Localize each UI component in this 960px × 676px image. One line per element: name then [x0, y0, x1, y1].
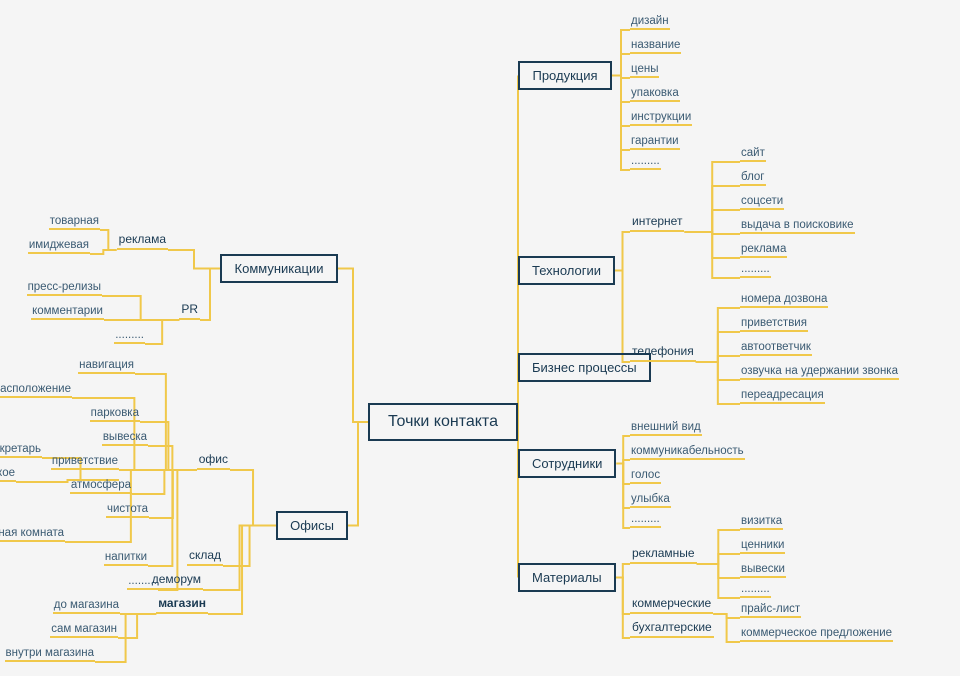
- leaf: вывеска: [102, 431, 148, 446]
- sub-pr: PR: [179, 302, 200, 320]
- leaf: визитка: [740, 515, 783, 530]
- leaf: голос: [630, 469, 661, 484]
- leaf: внутри магазина: [5, 647, 95, 662]
- leaf: до магазина: [53, 599, 120, 614]
- branch-prod: Продукция: [518, 61, 612, 90]
- leaf: коммерческое предложение: [740, 627, 893, 642]
- leaf: месторасположение: [0, 383, 72, 398]
- leaf: комментарии: [31, 305, 104, 320]
- mindmap-stage: Точки контакта Коммуникации Офисы Продукция…: [0, 0, 960, 676]
- leaf: коммуникабельность: [630, 445, 745, 460]
- leaf: сам магазин: [50, 623, 118, 638]
- leaf: .........: [127, 575, 158, 590]
- sub-shop: магазин: [156, 596, 208, 614]
- branch-mat: Материалы: [518, 563, 616, 592]
- leaf: приветствие: [51, 455, 119, 470]
- sub-office: офис: [197, 452, 230, 470]
- sub-tel: телефония: [630, 344, 696, 362]
- leaf: автоответчик: [740, 341, 812, 356]
- leaf: атмосфера: [70, 479, 132, 494]
- leaf: ценники: [740, 539, 785, 554]
- branch-tech: Технологии: [518, 256, 615, 285]
- leaf: нечеловеческое: [0, 467, 16, 482]
- branch-comm: Коммуникации: [220, 254, 338, 283]
- branch-off: Офисы: [276, 511, 348, 540]
- leaf: инструкции: [630, 111, 692, 126]
- leaf: озвучка на удержании звонка: [740, 365, 899, 380]
- sub-inet: интернет: [630, 214, 684, 232]
- sub-adv: реклама: [117, 232, 168, 250]
- leaf: имиджевая: [28, 239, 90, 254]
- leaf: название: [630, 39, 681, 54]
- sub-r_com: коммерческие: [630, 596, 713, 614]
- leaf: блог: [740, 171, 766, 186]
- sub-r_adv: рекламные: [630, 546, 697, 564]
- leaf: пресс-релизы: [27, 281, 102, 296]
- leaf: сайт: [740, 147, 766, 162]
- leaf: парковка: [90, 407, 140, 422]
- leaf: соцсети: [740, 195, 784, 210]
- leaf: внешний вид: [630, 421, 702, 436]
- leaf: улыбка: [630, 493, 671, 508]
- leaf: гарантии: [630, 135, 680, 150]
- leaf: навигация: [78, 359, 135, 374]
- leaf: выдача в поисковике: [740, 219, 855, 234]
- sub-r_acc: бухгалтерские: [630, 620, 714, 638]
- leaf: переадресация: [740, 389, 825, 404]
- leaf: переговорная комната: [0, 527, 65, 542]
- branch-emp: Сотрудники: [518, 449, 616, 478]
- leaf: приветствия: [740, 317, 808, 332]
- leaf: .........: [630, 155, 661, 170]
- leaf: .........: [114, 329, 145, 344]
- leaf: секретарь: [0, 443, 42, 458]
- leaf: реклама: [740, 243, 787, 258]
- leaf: товарная: [49, 215, 100, 230]
- root-node: Точки контакта: [368, 403, 518, 441]
- leaf: цены: [630, 63, 659, 78]
- leaf: упаковка: [630, 87, 680, 102]
- leaf: номера дозвона: [740, 293, 828, 308]
- leaf: вывески: [740, 563, 786, 578]
- leaf: .........: [740, 583, 771, 598]
- leaf: .........: [630, 513, 661, 528]
- sub-whs: склад: [187, 548, 223, 566]
- leaf: дизайн: [630, 15, 670, 30]
- leaf: прайс-лист: [740, 603, 801, 618]
- leaf: напитки: [104, 551, 148, 566]
- leaf: .........: [740, 263, 771, 278]
- leaf: чистота: [106, 503, 149, 518]
